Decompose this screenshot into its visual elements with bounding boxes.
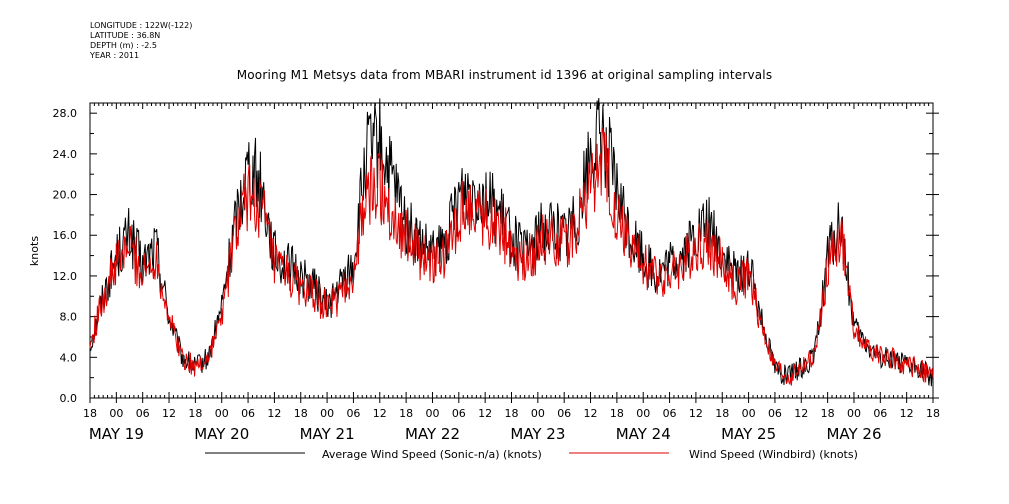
- metadata-block: LONGITUDE : 122W(-122) LATITUDE : 36.8N …: [90, 21, 192, 61]
- x-hour-label: 18: [399, 407, 413, 420]
- plot-frame: [89, 102, 934, 399]
- x-hour-label: 12: [162, 407, 176, 420]
- x-hour-label: 12: [584, 407, 598, 420]
- x-date-label: MAY 26: [826, 425, 881, 443]
- series-line-sonic: [89, 97, 934, 387]
- x-hour-label: 00: [215, 407, 229, 420]
- y-tick-label: 16.0: [53, 229, 78, 242]
- y-tick-label: 24.0: [53, 148, 78, 161]
- x-date-label: MAY 23: [510, 425, 565, 443]
- x-hour-label: 06: [557, 407, 571, 420]
- x-hour-label: 12: [794, 407, 808, 420]
- x-date-label: MAY 19: [89, 425, 144, 443]
- y-tick-label: 20.0: [53, 189, 78, 202]
- legend-label-sonic: Average Wind Speed (Sonic-n/a) (knots): [322, 448, 542, 461]
- x-hour-label: 12: [478, 407, 492, 420]
- x-date-label: MAY 24: [616, 425, 671, 443]
- x-hour-label: 00: [742, 407, 756, 420]
- x-hour-label: 00: [320, 407, 334, 420]
- x-hour-label: 12: [689, 407, 703, 420]
- x-date-label: MAY 25: [721, 425, 776, 443]
- x-hour-label: 18: [505, 407, 519, 420]
- latitude-label: LATITUDE : 36.8N: [90, 31, 161, 40]
- y-axis-label: knots: [28, 236, 41, 266]
- x-hour-label: 18: [83, 407, 97, 420]
- y-tick-label: 12.0: [53, 270, 78, 283]
- series-line-windbird: [89, 127, 934, 386]
- x-hour-label: 00: [847, 407, 861, 420]
- x-hour-label: 06: [873, 407, 887, 420]
- x-hour-label: 06: [663, 407, 677, 420]
- longitude-label: LONGITUDE : 122W(-122): [90, 21, 193, 30]
- x-hour-label: 18: [294, 407, 308, 420]
- depth-label: DEPTH (m) : -2.5: [90, 41, 157, 50]
- x-hour-label: 12: [267, 407, 281, 420]
- x-hour-label: 00: [636, 407, 650, 420]
- x-hour-label: 18: [188, 407, 202, 420]
- x-hour-label: 06: [768, 407, 782, 420]
- series-lines: [89, 97, 934, 387]
- legend-label-windbird: Wind Speed (Windbird) (knots): [689, 448, 858, 461]
- x-hour-label: 06: [241, 407, 255, 420]
- x-hour-label: 06: [136, 407, 150, 420]
- x-hour-label: 00: [109, 407, 123, 420]
- chart-title: Mooring M1 Metsys data from MBARI instru…: [236, 68, 773, 82]
- x-hour-label: 12: [373, 407, 387, 420]
- legend: Average Wind Speed (Sonic-n/a) (knots) W…: [205, 448, 858, 461]
- y-tick-label: 0.0: [60, 392, 78, 405]
- y-tick-label: 4.0: [60, 351, 78, 364]
- x-hour-label: 06: [452, 407, 466, 420]
- x-date-label: MAY 20: [194, 425, 249, 443]
- x-hour-label: 00: [425, 407, 439, 420]
- axis-ticks: [89, 103, 939, 403]
- axis-labels: 18 00 06 12 18 00 06 12 18 00 06 12 18 00 06 12 18 00 06 12…: [53, 107, 941, 443]
- x-hour-label: 18: [610, 407, 624, 420]
- x-hour-label: 18: [821, 407, 835, 420]
- x-hour-label: 18: [926, 407, 940, 420]
- x-date-label: MAY 22: [405, 425, 460, 443]
- x-hour-label: 06: [346, 407, 360, 420]
- year-label: YEAR : 2011: [90, 51, 140, 60]
- y-tick-label: 8.0: [60, 311, 78, 324]
- x-hour-label: 18: [715, 407, 729, 420]
- x-date-label: MAY 21: [300, 425, 355, 443]
- y-tick-label: 28.0: [53, 107, 78, 120]
- x-hour-label: 12: [900, 407, 914, 420]
- x-hour-label: 00: [531, 407, 545, 420]
